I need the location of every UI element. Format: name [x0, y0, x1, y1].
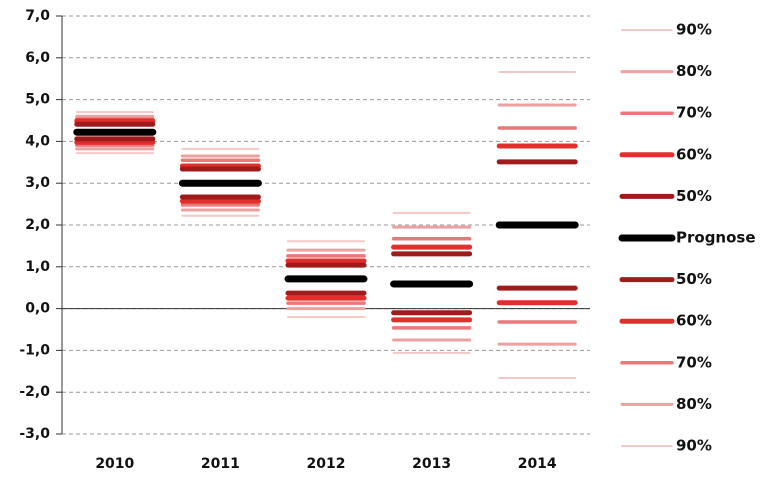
x-tick-label: 2013: [412, 456, 451, 472]
y-tick-label: 7,0: [25, 8, 50, 24]
y-tick-label: -3,0: [19, 426, 50, 442]
y-tick-label: -2,0: [19, 384, 50, 400]
legend-label: 90%: [676, 21, 712, 39]
y-tick-label: 3,0: [25, 175, 50, 191]
y-tick-label: 0,0: [25, 301, 50, 317]
legend-label: 60%: [676, 145, 712, 163]
legend-label: 90%: [676, 437, 712, 455]
legend-label: 50%: [676, 270, 712, 288]
legend-label: 60%: [676, 312, 712, 330]
x-tick-label: 2014: [518, 456, 557, 472]
x-tick-label: 2010: [95, 456, 134, 472]
legend-label: 70%: [676, 353, 712, 371]
y-tick-label: 2,0: [25, 217, 50, 233]
x-tick-label: 2011: [201, 456, 240, 472]
y-tick-label: -1,0: [19, 342, 50, 358]
y-tick-label: 6,0: [25, 50, 50, 66]
legend-label: 80%: [676, 62, 712, 80]
y-tick-label: 5,0: [25, 92, 50, 108]
y-tick-label: 1,0: [25, 259, 50, 275]
x-tick-label: 2012: [307, 456, 346, 472]
y-tick-label: 4,0: [25, 133, 50, 149]
legend-label: 70%: [676, 104, 712, 122]
legend-label: Prognose: [676, 229, 756, 247]
legend-label: 80%: [676, 395, 712, 413]
legend-label: 50%: [676, 187, 712, 205]
